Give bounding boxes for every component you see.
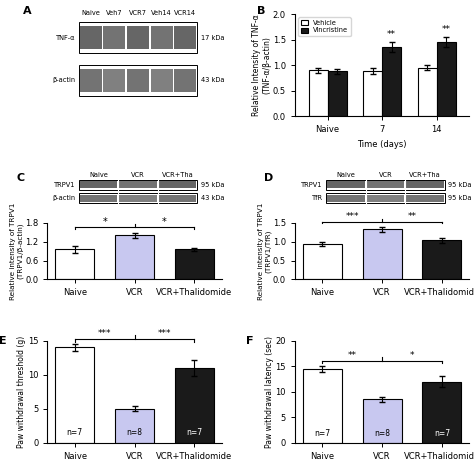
Bar — [174, 69, 196, 92]
Text: β-actin: β-actin — [52, 77, 75, 83]
Text: VCR: VCR — [379, 172, 392, 178]
Bar — [328, 71, 346, 116]
Text: β-actin: β-actin — [52, 195, 75, 201]
Text: VCR+Tha: VCR+Tha — [409, 172, 441, 178]
Text: ***: *** — [158, 329, 171, 338]
Text: Veh7: Veh7 — [106, 10, 123, 16]
Bar — [174, 26, 196, 49]
Bar — [159, 195, 196, 202]
Y-axis label: Paw withdrawal latency (sec): Paw withdrawal latency (sec) — [265, 336, 274, 448]
Bar — [418, 68, 437, 116]
Bar — [382, 47, 401, 116]
Text: VCR7: VCR7 — [129, 10, 147, 16]
Bar — [406, 181, 444, 188]
Text: F: F — [246, 335, 254, 346]
Text: n=7: n=7 — [434, 429, 450, 438]
Bar — [422, 382, 461, 443]
Bar — [80, 181, 118, 188]
Text: n=7: n=7 — [67, 428, 83, 437]
Text: Naive: Naive — [337, 172, 356, 178]
Text: ***: *** — [346, 212, 359, 221]
Bar — [127, 69, 149, 92]
Bar — [422, 241, 461, 279]
Text: Naive: Naive — [81, 10, 100, 16]
Text: E: E — [0, 335, 6, 346]
Y-axis label: Relative intensity of TRPV1
(TRPV1/TfR): Relative intensity of TRPV1 (TRPV1/TfR) — [258, 203, 272, 300]
Text: *: * — [102, 217, 107, 227]
Bar — [327, 181, 365, 188]
Text: n=8: n=8 — [374, 429, 390, 438]
Bar — [103, 69, 125, 92]
Text: TRPV1: TRPV1 — [301, 182, 323, 188]
Bar — [127, 26, 149, 49]
Text: TNF-α: TNF-α — [56, 34, 75, 41]
Bar — [80, 26, 101, 49]
Text: 17 kDa: 17 kDa — [201, 34, 224, 41]
Bar — [303, 244, 342, 279]
Text: *: * — [162, 217, 167, 227]
Text: 95 kDa: 95 kDa — [448, 195, 472, 201]
Text: A: A — [23, 6, 32, 16]
Text: 95 kDa: 95 kDa — [448, 182, 472, 188]
Text: VCR+Tha: VCR+Tha — [162, 172, 193, 178]
Bar — [363, 399, 401, 443]
Bar — [103, 26, 125, 49]
Bar — [363, 71, 382, 116]
Bar — [326, 180, 445, 189]
Text: TfR: TfR — [312, 195, 323, 201]
Text: B: B — [256, 6, 265, 16]
Bar — [367, 181, 404, 188]
Bar — [79, 22, 197, 53]
Text: 95 kDa: 95 kDa — [201, 182, 224, 188]
Text: n=7: n=7 — [314, 429, 330, 438]
Text: **: ** — [387, 30, 396, 39]
Text: n=7: n=7 — [186, 428, 202, 437]
Text: C: C — [16, 172, 24, 183]
Text: *: * — [410, 350, 414, 359]
Text: **: ** — [408, 212, 417, 221]
Bar — [80, 69, 101, 92]
Bar — [309, 70, 328, 116]
Bar — [79, 65, 197, 96]
Bar — [367, 195, 404, 202]
Bar — [119, 195, 157, 202]
Text: Naive: Naive — [89, 172, 108, 178]
Bar — [151, 69, 173, 92]
Bar — [303, 369, 342, 443]
Bar — [55, 250, 94, 279]
Bar — [406, 195, 444, 202]
X-axis label: Time (days): Time (days) — [357, 140, 407, 149]
Bar — [79, 180, 197, 189]
Bar — [119, 181, 157, 188]
Text: 43 kDa: 43 kDa — [201, 77, 224, 83]
Text: n=8: n=8 — [127, 428, 143, 437]
Text: ***: *** — [98, 329, 111, 338]
Text: **: ** — [348, 350, 357, 359]
Bar — [326, 194, 445, 203]
Bar — [115, 236, 154, 279]
Bar — [175, 368, 214, 443]
Bar — [80, 195, 118, 202]
Text: TRPV1: TRPV1 — [54, 182, 75, 188]
Bar — [55, 348, 94, 443]
Bar — [437, 42, 456, 116]
Text: Veh14: Veh14 — [151, 10, 172, 16]
Bar — [159, 181, 196, 188]
Y-axis label: Relative Intensity of TNF-α
(TNF-α/β-actin): Relative Intensity of TNF-α (TNF-α/β-act… — [252, 14, 272, 116]
Text: 43 kDa: 43 kDa — [201, 195, 224, 201]
Bar — [175, 250, 214, 279]
Y-axis label: Paw withdrawal threshold (g): Paw withdrawal threshold (g) — [18, 336, 27, 448]
Text: **: ** — [442, 25, 451, 34]
Bar — [115, 409, 154, 443]
Text: VCR: VCR — [131, 172, 145, 178]
Text: D: D — [264, 172, 273, 183]
Bar — [151, 26, 173, 49]
Y-axis label: Relative intensity of TRPV1
(TRPV1/β-actin): Relative intensity of TRPV1 (TRPV1/β-act… — [10, 203, 24, 300]
Bar — [327, 195, 365, 202]
Bar — [79, 194, 197, 203]
Legend: Vehicle, Vincristine: Vehicle, Vincristine — [298, 17, 351, 36]
Bar — [363, 229, 401, 279]
Text: VCR14: VCR14 — [174, 10, 197, 16]
